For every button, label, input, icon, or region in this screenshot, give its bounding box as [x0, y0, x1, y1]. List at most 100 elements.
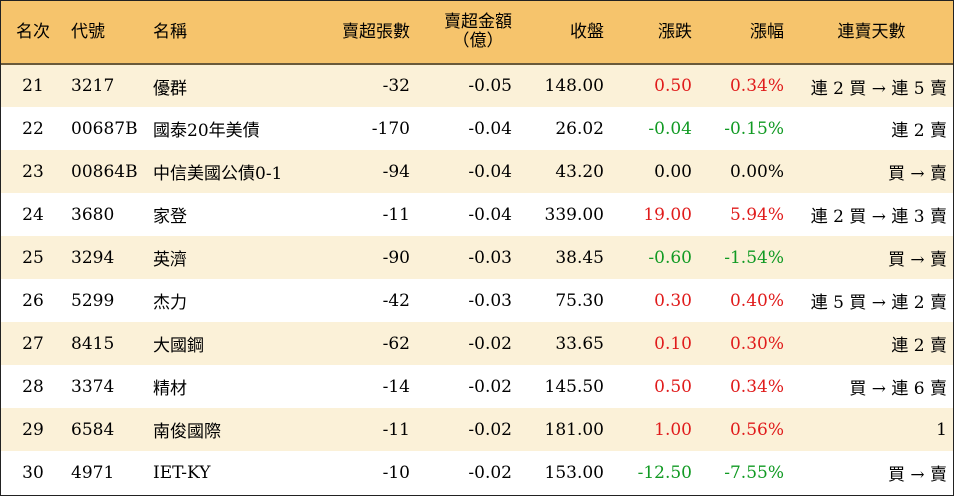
cell-change-pct: -0.15% — [724, 118, 784, 139]
cell-code[interactable]: 00864B — [71, 161, 138, 182]
cell-streak: 1 — [936, 419, 947, 440]
cell-rank: 29 — [22, 419, 44, 440]
cell-close: 33.65 — [555, 333, 604, 354]
table-row[interactable]: 27 8415 大國鋼 -62 -0.02 33.65 0.10 0.30% 連 2 賣 — [1, 322, 953, 365]
cell-change: -0.04 — [648, 118, 692, 139]
cell-close: 26.02 — [555, 118, 604, 139]
table-row[interactable]: 22 00687B 國泰20年美債 -170 -0.04 26.02 -0.04 -0.15%… — [1, 107, 953, 150]
header-close[interactable]: 收盤 — [570, 21, 604, 42]
cell-close: 43.20 — [555, 161, 604, 182]
cell-name[interactable]: 南俊國際 — [153, 422, 221, 442]
table-row[interactable]: 25 3294 英濟 -90 -0.03 38.45 -0.60 -1.54% 買 → 賣 — [1, 236, 953, 279]
cell-net-sell-lots: -170 — [371, 118, 410, 139]
cell-close: 75.30 — [555, 290, 604, 311]
cell-name[interactable]: 精材 — [153, 379, 187, 399]
cell-change-pct: 0.40% — [729, 290, 784, 311]
cell-name[interactable]: 國泰20年美債 — [153, 121, 260, 141]
cell-rank: 27 — [22, 333, 44, 354]
cell-code[interactable]: 4971 — [71, 462, 115, 483]
cell-streak: 連 2 賣 — [891, 336, 947, 356]
header-code[interactable]: 代號 — [71, 21, 105, 42]
table-row[interactable]: 26 5299 杰力 -42 -0.03 75.30 0.30 0.40% 連 5 買 → 連 … — [1, 279, 953, 322]
cell-change-pct: 0.00% — [729, 161, 784, 182]
cell-change: 0.10 — [654, 333, 692, 354]
cell-net-sell-lots: -42 — [382, 290, 410, 311]
header-change-pct[interactable]: 漲幅 — [750, 21, 784, 42]
cell-net-sell-lots: -14 — [382, 376, 410, 397]
cell-change: -12.50 — [637, 462, 692, 483]
cell-code[interactable]: 8415 — [71, 333, 115, 354]
header-net-sell-amount-line2: （億） — [452, 31, 504, 51]
cell-rank: 30 — [22, 462, 44, 483]
cell-net-sell-lots: -10 — [382, 462, 410, 483]
cell-name[interactable]: 英濟 — [153, 250, 187, 270]
cell-close: 153.00 — [544, 462, 604, 483]
cell-code[interactable]: 3680 — [71, 204, 115, 225]
table-row[interactable]: 28 3374 精材 -14 -0.02 145.50 0.50 0.34% 買 → 連 6 賣 — [1, 365, 953, 408]
cell-rank: 24 — [22, 204, 44, 225]
cell-code[interactable]: 6584 — [71, 419, 115, 440]
cell-net-sell-lots: -11 — [382, 419, 410, 440]
cell-net-sell-amount: -0.03 — [468, 247, 512, 268]
header-name[interactable]: 名稱 — [153, 21, 187, 42]
header-net-sell-lots[interactable]: 賣超張數 — [342, 21, 410, 42]
cell-net-sell-lots: -11 — [382, 204, 410, 225]
cell-code[interactable]: 3217 — [71, 76, 115, 96]
cell-rank: 28 — [22, 376, 44, 397]
cell-rank: 21 — [22, 76, 44, 96]
cell-change-pct: -7.55% — [724, 462, 784, 483]
cell-change: 0.50 — [654, 376, 692, 397]
cell-name[interactable]: 杰力 — [153, 293, 187, 313]
header-streak[interactable]: 連賣天數 — [837, 21, 906, 42]
header-change[interactable]: 漲跌 — [658, 21, 692, 42]
table-row[interactable]: 24 3680 家登 -11 -0.04 339.00 19.00 5.94% 連 2 買 → … — [1, 193, 953, 236]
cell-code[interactable]: 00687B — [71, 118, 138, 139]
cell-net-sell-lots: -32 — [382, 76, 410, 96]
cell-code[interactable]: 3294 — [71, 247, 115, 268]
cell-name[interactable]: 大國鋼 — [153, 336, 204, 356]
table-row[interactable]: 23 00864B 中信美國公債0-1 -94 -0.04 43.20 0.00 0.00% 買… — [1, 150, 953, 193]
cell-streak: 買 → 連 6 賣 — [849, 379, 947, 399]
cell-code[interactable]: 5299 — [71, 290, 115, 311]
cell-change-pct: 0.56% — [729, 419, 784, 440]
cell-net-sell-amount: -0.02 — [468, 462, 512, 483]
cell-name[interactable]: IET-KY — [153, 462, 211, 483]
table-row[interactable]: 29 6584 南俊國際 -11 -0.02 181.00 1.00 0.56% 1 — [1, 408, 953, 451]
cell-net-sell-amount: -0.04 — [468, 118, 512, 139]
cell-name[interactable]: 中信美國公債0-1 — [153, 164, 283, 184]
cell-streak: 連 5 買 → 連 2 賣 — [810, 293, 947, 313]
cell-net-sell-amount: -0.03 — [468, 290, 512, 311]
cell-net-sell-amount: -0.02 — [468, 419, 512, 440]
cell-net-sell-amount: -0.04 — [468, 161, 512, 182]
cell-net-sell-lots: -94 — [382, 161, 410, 182]
cell-change-pct: 0.30% — [729, 333, 784, 354]
cell-change-pct: -1.54% — [724, 247, 784, 268]
cell-streak: 連 2 買 → 連 5 賣 — [810, 78, 947, 99]
cell-change: 0.30 — [654, 290, 692, 311]
cell-change-pct: 0.34% — [729, 376, 784, 397]
cell-streak: 連 2 買 → 連 3 賣 — [810, 207, 947, 227]
cell-streak: 買 → 賣 — [887, 465, 947, 485]
cell-net-sell-amount: -0.04 — [468, 204, 512, 225]
header-rank[interactable]: 名次 — [16, 21, 50, 42]
header-net-sell-amount[interactable]: 賣超金額 （億） — [416, 1, 518, 64]
cell-streak: 連 2 賣 — [891, 121, 947, 141]
cell-name[interactable]: 家登 — [153, 207, 187, 227]
cell-change-pct: 5.94% — [729, 204, 784, 225]
cell-name[interactable]: 優群 — [153, 78, 187, 99]
cell-rank: 23 — [22, 161, 44, 182]
cell-change: -0.60 — [648, 247, 692, 268]
cell-code[interactable]: 3374 — [71, 376, 115, 397]
cell-change: 0.00 — [654, 161, 692, 182]
table-row[interactable]: 30 4971 IET-KY -10 -0.02 153.00 -12.50 -7.55% 買 … — [1, 451, 953, 494]
cell-net-sell-amount: -0.02 — [468, 333, 512, 354]
cell-rank: 22 — [22, 118, 44, 139]
header-net-sell-amount-label: 賣超金額 （億） — [444, 13, 512, 51]
cell-net-sell-lots: -62 — [382, 333, 410, 354]
cell-close: 145.50 — [544, 376, 604, 397]
header-net-sell-amount-line1: 賣超金額 — [444, 12, 512, 32]
table-row[interactable]: 21 3217 優群 -32 -0.05 148.00 0.50 0.34% 連 2 買 → 連… — [1, 64, 953, 107]
cell-change: 0.50 — [654, 76, 692, 96]
cell-close: 38.45 — [555, 247, 604, 268]
